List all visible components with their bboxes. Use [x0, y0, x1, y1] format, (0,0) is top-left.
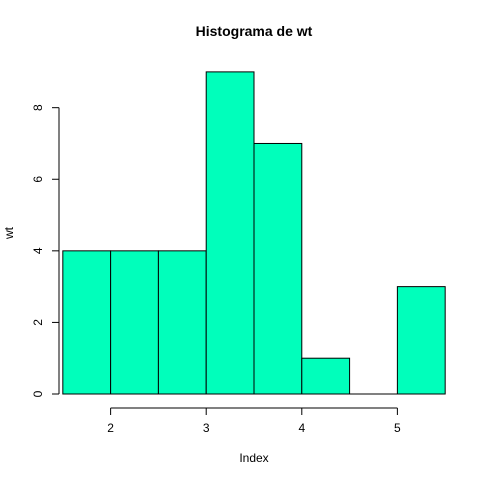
- histogram-bar-1: [110, 250, 159, 395]
- y-tick-label: 4: [31, 247, 45, 254]
- y-tick-label: 0: [31, 390, 45, 397]
- y-tick-label: 6: [31, 176, 45, 183]
- histogram-bar-2: [157, 250, 207, 395]
- bars-group: [62, 71, 446, 395]
- x-tick-label: 4: [298, 421, 305, 435]
- x-axis: 2 3 4 5: [107, 407, 401, 435]
- y-tick-label: 8: [31, 104, 45, 111]
- chart-title: Histograma de wt: [196, 23, 313, 39]
- histogram-bar-5: [301, 357, 351, 395]
- x-tick-label: 5: [394, 421, 401, 435]
- y-axis-label: wt: [2, 226, 16, 240]
- x-tick-label: 2: [107, 421, 114, 435]
- histogram-bar-3: [205, 71, 255, 395]
- histogram-bar-0: [62, 250, 112, 395]
- histogram-bar-7: [396, 286, 446, 395]
- x-tick-label: 3: [203, 421, 210, 435]
- y-axis: 0 2 4 6 8: [31, 104, 60, 397]
- x-axis-label: Index: [239, 451, 268, 465]
- y-tick-label: 2: [31, 319, 45, 326]
- histogram-bar-4: [253, 142, 303, 395]
